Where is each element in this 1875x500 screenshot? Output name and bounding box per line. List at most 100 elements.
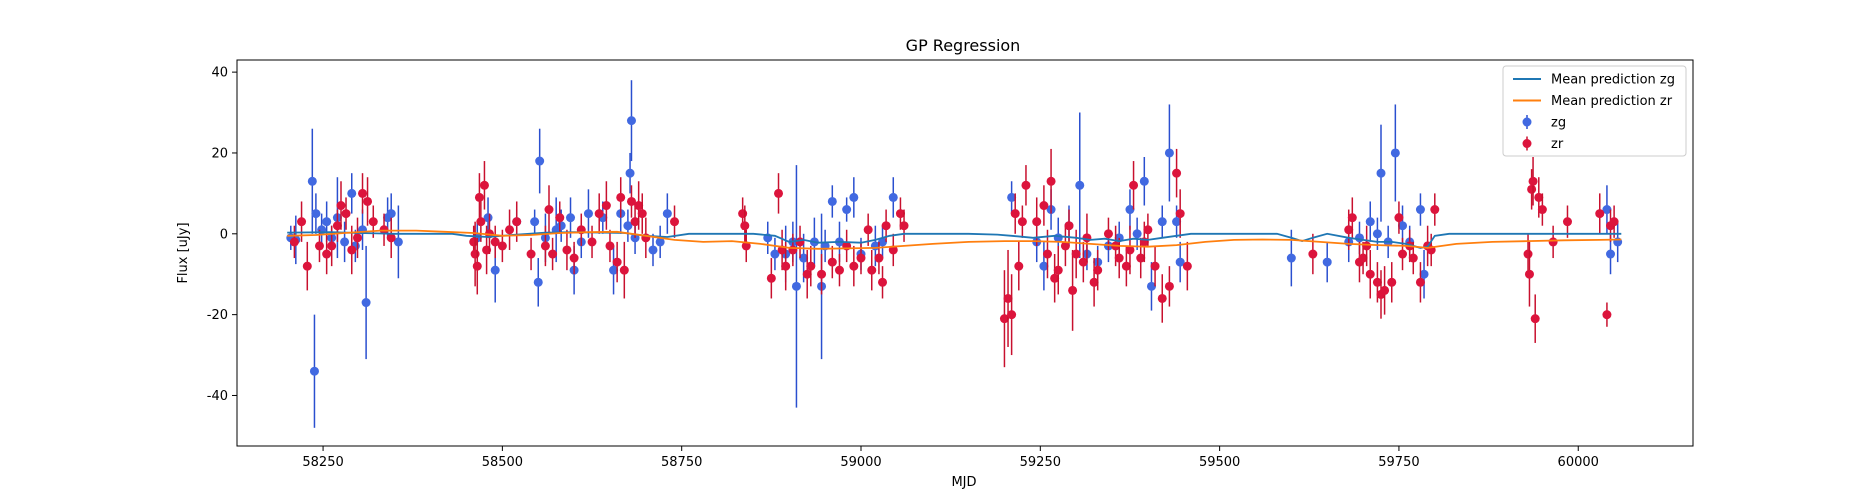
zg-point bbox=[308, 177, 317, 186]
zr-point bbox=[1143, 225, 1152, 234]
zr-point bbox=[1129, 181, 1138, 190]
x-tick-label: 59000 bbox=[840, 455, 881, 470]
zr-point bbox=[290, 237, 299, 246]
zr-point bbox=[527, 250, 536, 259]
zg-point bbox=[849, 193, 858, 202]
x-tick-label: 59500 bbox=[1199, 455, 1240, 470]
zr-point bbox=[767, 274, 776, 283]
zr-point bbox=[817, 270, 826, 279]
zr-point bbox=[1380, 286, 1389, 295]
x-axis-label: MJD bbox=[951, 475, 976, 490]
zr-point bbox=[1362, 241, 1371, 250]
zr-point bbox=[857, 254, 866, 263]
zr-point bbox=[1348, 213, 1357, 222]
y-tick-label: -20 bbox=[207, 308, 228, 323]
zr-point bbox=[828, 258, 837, 267]
zr-point bbox=[1082, 233, 1091, 242]
zr-point bbox=[1366, 270, 1375, 279]
zg-point bbox=[311, 209, 320, 218]
zg-point bbox=[1373, 229, 1382, 238]
zr-point bbox=[1563, 217, 1572, 226]
zr-point bbox=[788, 245, 797, 254]
zr-point bbox=[1018, 217, 1027, 226]
zg-point bbox=[1355, 233, 1364, 242]
zg-point bbox=[1287, 254, 1296, 263]
zr-point bbox=[774, 189, 783, 198]
zr-point bbox=[670, 217, 679, 226]
zr-point bbox=[548, 250, 557, 259]
y-tick-label: 40 bbox=[211, 66, 228, 81]
zr-point bbox=[369, 217, 378, 226]
zr-point bbox=[358, 189, 367, 198]
zg-point bbox=[322, 217, 331, 226]
zr-point bbox=[613, 258, 622, 267]
zr-point bbox=[363, 197, 372, 206]
zg-point bbox=[663, 209, 672, 218]
zr-point bbox=[588, 237, 597, 246]
zr-point bbox=[303, 262, 312, 271]
legend: Mean prediction zg Mean prediction zr zg zr bbox=[1503, 66, 1686, 156]
zr-point bbox=[1068, 286, 1077, 295]
x-tick-label: 58750 bbox=[661, 455, 702, 470]
zr-point bbox=[570, 254, 579, 263]
zg-point bbox=[842, 205, 851, 214]
zr-point bbox=[595, 209, 604, 218]
zg-point bbox=[649, 245, 658, 254]
zr-point bbox=[1158, 294, 1167, 303]
zg-point bbox=[534, 278, 543, 287]
zg-point bbox=[626, 169, 635, 178]
zr-point bbox=[1549, 237, 1558, 246]
zr-point bbox=[882, 221, 891, 230]
zr-point bbox=[1115, 254, 1124, 263]
zr-point bbox=[1047, 177, 1056, 186]
legend-zr-swatch bbox=[1523, 139, 1532, 148]
zr-point bbox=[476, 217, 485, 226]
zr-point bbox=[475, 193, 484, 202]
zr-point bbox=[1602, 310, 1611, 319]
zr-point bbox=[1065, 221, 1074, 230]
zg-point bbox=[1391, 148, 1400, 157]
zr-point bbox=[1032, 217, 1041, 226]
zr-point bbox=[541, 241, 550, 250]
zr-point bbox=[473, 262, 482, 271]
zr-point bbox=[545, 205, 554, 214]
zr-point bbox=[1538, 205, 1547, 214]
zr-point bbox=[781, 262, 790, 271]
zr-point bbox=[471, 250, 480, 259]
zg-point bbox=[535, 157, 544, 166]
zr-point bbox=[796, 237, 805, 246]
zr-point bbox=[387, 233, 396, 242]
zr-point bbox=[1398, 250, 1407, 259]
zg-point bbox=[340, 237, 349, 246]
zg-point bbox=[828, 197, 837, 206]
zr-point bbox=[347, 245, 356, 254]
zr-point bbox=[327, 241, 336, 250]
x-tick-label: 59250 bbox=[1020, 455, 1061, 470]
legend-mean-zg-label: Mean prediction zg bbox=[1551, 73, 1675, 88]
zr-point bbox=[1525, 270, 1534, 279]
legend-mean-zr-label: Mean prediction zr bbox=[1551, 94, 1673, 109]
zr-point bbox=[1172, 169, 1181, 178]
zr-point bbox=[602, 201, 611, 210]
zg-point bbox=[1140, 177, 1149, 186]
zr-point bbox=[616, 193, 625, 202]
zg-point bbox=[1165, 148, 1174, 157]
zr-point bbox=[342, 209, 351, 218]
zg-point bbox=[310, 367, 319, 376]
zr-point bbox=[1387, 278, 1396, 287]
zr-point bbox=[620, 266, 629, 275]
zr-point bbox=[1054, 266, 1063, 275]
x-tick-label: 58250 bbox=[302, 455, 343, 470]
zg-point bbox=[1606, 250, 1615, 259]
zr-point bbox=[297, 217, 306, 226]
zr-point bbox=[1043, 250, 1052, 259]
zr-point bbox=[878, 278, 887, 287]
zr-point bbox=[512, 217, 521, 226]
zr-point bbox=[555, 213, 564, 222]
zr-point bbox=[1165, 282, 1174, 291]
zg-point bbox=[1323, 258, 1332, 267]
zg-point bbox=[1133, 229, 1142, 238]
zr-point bbox=[337, 201, 346, 210]
zr-point bbox=[562, 245, 571, 254]
zg-point bbox=[1366, 217, 1375, 226]
